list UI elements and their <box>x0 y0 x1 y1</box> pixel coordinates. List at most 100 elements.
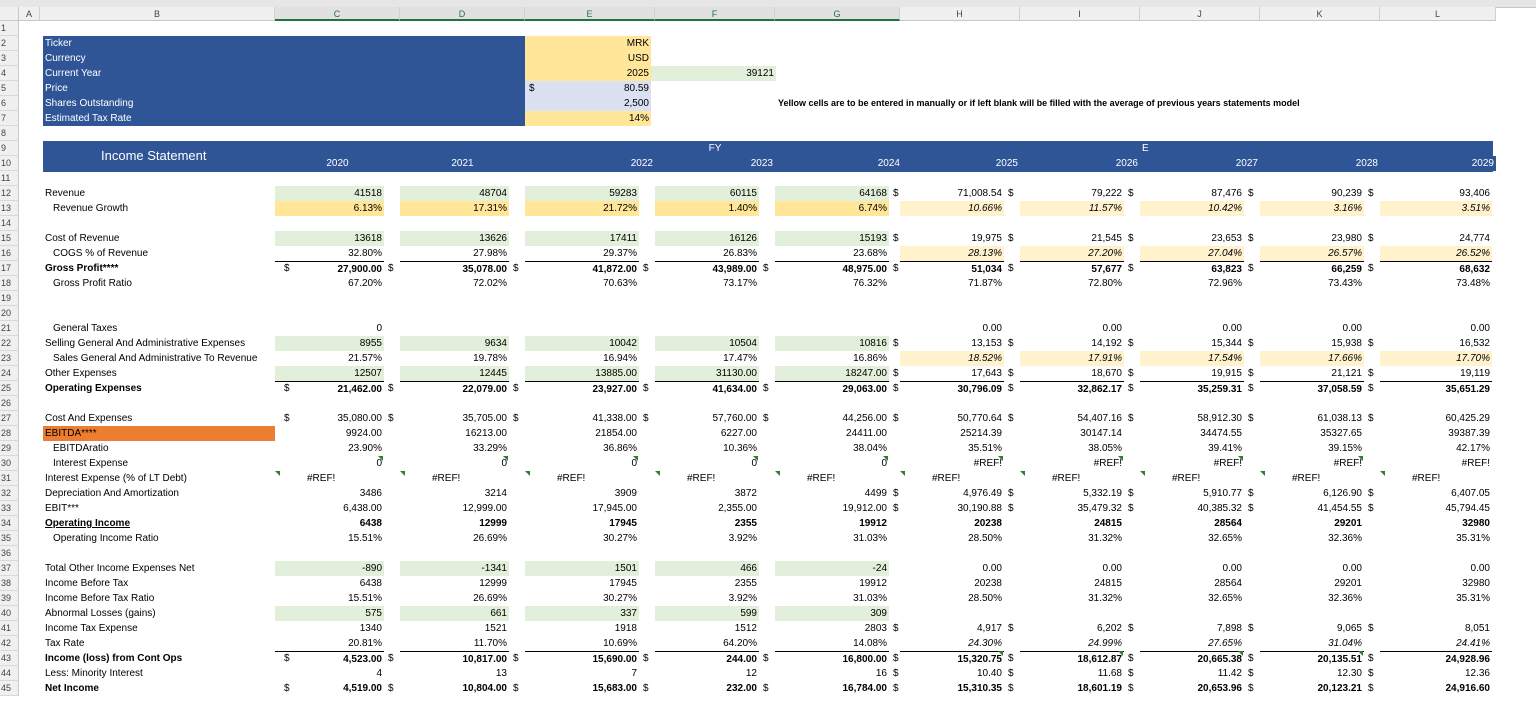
value-cell[interactable]: 1501 <box>525 561 639 576</box>
row-header[interactable]: 15 <box>0 231 19 246</box>
row-header[interactable]: 32 <box>0 486 19 501</box>
value-cell[interactable]: 8,051 <box>1464 623 1490 634</box>
value-cell[interactable]: #REF! <box>687 473 716 484</box>
row-header[interactable]: 9 <box>0 141 19 156</box>
row-header[interactable]: 13 <box>0 201 19 216</box>
value-cell[interactable] <box>775 321 889 336</box>
value-cell[interactable]: 57,760.00 <box>712 413 758 424</box>
value-cell[interactable]: 2,355.00 <box>718 503 757 514</box>
value-cell[interactable]: 30.27% <box>603 593 637 604</box>
value-cell[interactable]: 13885.00 <box>525 366 639 381</box>
value-cell[interactable]: 70.63% <box>603 278 637 289</box>
value-cell[interactable]: 32.80% <box>348 248 382 259</box>
value-cell[interactable]: 6,438.00 <box>343 503 382 514</box>
value-cell[interactable]: 4 <box>376 668 382 679</box>
value-cell[interactable]: 15,320.75 <box>900 651 1004 666</box>
value-cell[interactable]: 17.54% <box>1140 351 1244 366</box>
value-cell[interactable]: 0.00 <box>1342 563 1362 574</box>
value-cell[interactable]: 58,912.30 <box>1197 413 1243 424</box>
column-header-h[interactable]: H <box>900 7 1020 21</box>
value-cell[interactable]: 34474.55 <box>1200 428 1242 439</box>
value-cell[interactable]: 11.57% <box>1020 201 1124 216</box>
value-cell[interactable]: 20238 <box>974 518 1002 529</box>
value-cell[interactable]: 11.70% <box>473 638 507 649</box>
value-cell[interactable]: 15,683.00 <box>592 683 638 694</box>
value-cell[interactable]: 5,332.19 <box>1083 488 1122 499</box>
value-cell[interactable]: 29201 <box>1334 518 1362 529</box>
value-cell[interactable]: 15,344 <box>1211 338 1242 349</box>
value-cell[interactable]: #REF! <box>1172 473 1201 484</box>
value-cell[interactable]: 20,123.21 <box>1317 683 1363 694</box>
value-cell[interactable]: #REF! <box>1333 458 1362 469</box>
value-cell[interactable]: 17.47% <box>723 353 757 364</box>
value-cell[interactable]: 22,079.00 <box>400 381 509 396</box>
value-cell[interactable]: 64.20% <box>723 638 757 649</box>
value-cell[interactable]: 17,643 <box>971 368 1002 379</box>
value-cell[interactable]: 61,038.13 <box>1317 413 1363 424</box>
value-cell[interactable]: 244.00 <box>655 651 759 666</box>
value-cell[interactable]: 30.27% <box>603 533 637 544</box>
value-cell[interactable]: -890 <box>275 561 384 576</box>
value-cell[interactable]: 17945 <box>609 578 637 589</box>
value-cell[interactable]: 28564 <box>1214 518 1242 529</box>
value-cell[interactable]: 26.57% <box>1260 246 1364 261</box>
row-header[interactable]: 10 <box>0 156 19 171</box>
value-cell[interactable]: 7 <box>631 668 637 679</box>
value-cell[interactable]: 10816 <box>775 336 889 351</box>
value-cell[interactable]: -1341 <box>400 561 509 576</box>
row-header[interactable]: 14 <box>0 216 19 231</box>
value-cell[interactable]: 41,338.00 <box>592 413 638 424</box>
value-cell[interactable]: 39.41% <box>1208 443 1242 454</box>
value-cell[interactable]: 30,796.09 <box>900 381 1004 396</box>
value-cell[interactable]: 23.90% <box>348 443 382 454</box>
value-cell[interactable]: 16.94% <box>603 353 637 364</box>
value-cell[interactable]: 3872 <box>734 488 757 499</box>
row-header[interactable]: 4 <box>0 66 19 81</box>
value-cell[interactable]: 24,774 <box>1459 233 1490 244</box>
value-cell[interactable]: 6,407.05 <box>1451 488 1490 499</box>
value-cell[interactable]: 2355 <box>734 578 757 589</box>
value-cell[interactable]: 0.00 <box>1470 323 1490 334</box>
row-header[interactable]: 18 <box>0 276 19 291</box>
value-cell[interactable]: 18.52% <box>900 351 1004 366</box>
info-value-price[interactable]: 80.59 <box>525 81 651 96</box>
value-cell[interactable]: 0.00 <box>1470 563 1490 574</box>
value-cell[interactable]: 9634 <box>400 336 509 351</box>
value-cell[interactable]: 24815 <box>1094 578 1122 589</box>
value-cell[interactable]: 54,407.16 <box>1077 413 1123 424</box>
value-cell[interactable]: 35,080.00 <box>337 413 383 424</box>
value-cell[interactable]: 6227.00 <box>720 428 757 439</box>
info-value-shares[interactable]: 2,500 <box>525 96 651 111</box>
value-cell[interactable] <box>400 321 509 336</box>
value-cell[interactable]: 42.17% <box>1456 443 1490 454</box>
value-cell[interactable]: 23,653 <box>1211 233 1242 244</box>
value-cell[interactable]: 24411.00 <box>846 428 887 439</box>
row-header[interactable]: 29 <box>0 441 19 456</box>
value-cell[interactable]: 11.42 <box>1217 668 1242 679</box>
value-cell[interactable]: 26.83% <box>723 248 757 259</box>
value-cell[interactable]: 32.36% <box>1328 593 1362 604</box>
value-cell[interactable]: 32.65% <box>1208 533 1242 544</box>
value-cell[interactable]: 35,259.31 <box>1140 381 1244 396</box>
value-cell[interactable]: 17945 <box>609 518 637 529</box>
value-cell[interactable]: #REF! <box>1093 458 1122 469</box>
value-cell[interactable]: 13626 <box>400 231 509 246</box>
value-cell[interactable]: 68,632 <box>1380 261 1492 276</box>
value-cell[interactable]: 20.81% <box>348 638 382 649</box>
value-cell[interactable]: 10.40 <box>976 668 1002 679</box>
value-cell[interactable]: 15,690.00 <box>525 651 639 666</box>
value-cell[interactable]: 87,476 <box>1211 188 1242 199</box>
column-header-a[interactable]: A <box>19 7 40 21</box>
value-cell[interactable]: 26.69% <box>473 533 507 544</box>
value-cell[interactable]: 71.87% <box>968 278 1002 289</box>
value-cell[interactable] <box>1140 606 1244 621</box>
value-cell[interactable]: 48704 <box>400 186 509 201</box>
value-cell[interactable]: 0.00 <box>1342 323 1362 334</box>
value-cell[interactable]: 19912 <box>859 518 887 529</box>
value-cell[interactable]: 575 <box>275 606 384 621</box>
value-cell[interactable]: 19.78% <box>473 353 507 364</box>
value-cell[interactable]: 30147.14 <box>1080 428 1122 439</box>
value-cell[interactable]: 28.50% <box>968 533 1002 544</box>
value-cell[interactable]: 232.00 <box>726 683 757 694</box>
